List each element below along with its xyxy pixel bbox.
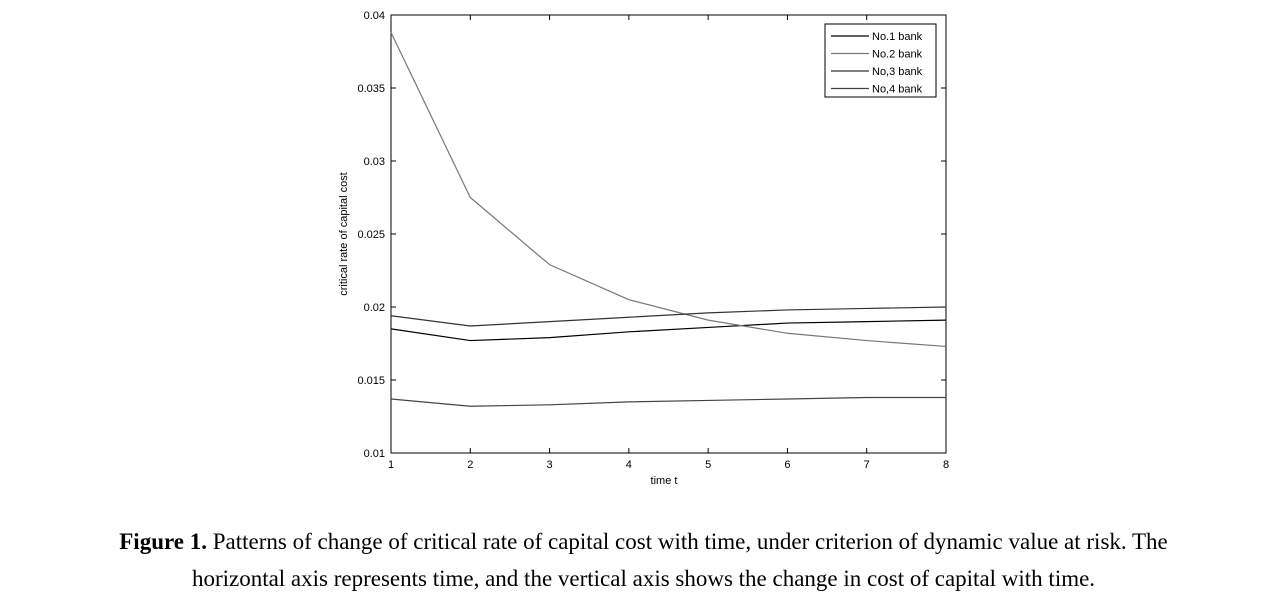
x-tick-label: 2: [467, 459, 473, 471]
y-axis-label: critical rate of capital cost: [338, 172, 350, 296]
x-tick-label: 6: [784, 459, 790, 471]
y-tick-label: 0.025: [357, 229, 385, 241]
y-tick-label: 0.03: [364, 156, 385, 168]
x-tick-label: 5: [705, 459, 711, 471]
x-tick-label: 7: [864, 459, 870, 471]
legend-label: No.1 bank: [872, 31, 923, 43]
x-axis-label: time t: [651, 475, 678, 487]
legend-label: No.2 bank: [872, 49, 923, 61]
y-tick-label: 0.015: [357, 375, 385, 387]
series-line-3: [390, 306, 947, 327]
series-group: [390, 32, 947, 407]
caption-line-1: Figure 1. Patterns of change of critical…: [0, 523, 1287, 560]
series-line-2: [390, 32, 947, 348]
y-tick-label: 0.01: [364, 448, 385, 460]
series-line-1: [390, 319, 947, 342]
series-line-4: [390, 396, 946, 407]
x-tick-label: 3: [547, 459, 553, 471]
line-chart: 1 2 3 4 5 6 7 80.010.0150.020.0250.030.0350.04 …: [338, 10, 949, 487]
caption-line-2: horizontal axis represents time, and the…: [191, 566, 1096, 591]
figure-caption: Figure 1. Patterns of change of critical…: [0, 523, 1287, 597]
y-tick-label: 0.04: [364, 10, 385, 22]
legend-items: No.1 bank No.2 bank No,3 bank No,4 bank: [831, 31, 923, 96]
caption-text-1: Patterns of change of critical rate of c…: [206, 529, 1168, 554]
axis-ticks: 1 2 3 4 5 6 7 8 0.01 0.015 0.02 0.025 0.03 0.035 0.04: [357, 10, 949, 471]
legend-label: No,3 bank: [872, 66, 923, 78]
y-tick-label: 0.035: [357, 83, 385, 95]
y-tick-label: 0.02: [364, 302, 385, 314]
legend-label: No,4 bank: [872, 84, 923, 96]
legend: No.1 bank No.2 bank No,3 bank No,4 bank: [824, 23, 937, 98]
caption-lead: Figure 1.: [119, 529, 207, 554]
x-tick-label: 1: [388, 459, 394, 471]
x-tick-label: 8: [943, 459, 949, 471]
x-tick-label: 4: [626, 459, 632, 471]
